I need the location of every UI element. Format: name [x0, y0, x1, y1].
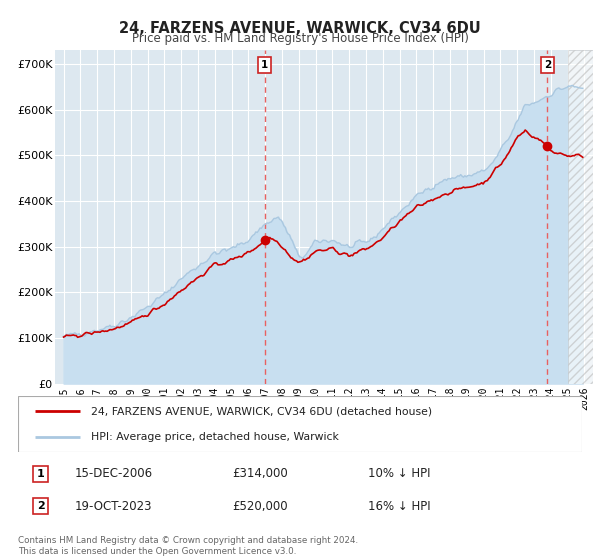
Text: Price paid vs. HM Land Registry's House Price Index (HPI): Price paid vs. HM Land Registry's House …	[131, 32, 469, 45]
Text: 1: 1	[37, 469, 44, 479]
Text: 2: 2	[37, 501, 44, 511]
Text: 15-DEC-2006: 15-DEC-2006	[74, 468, 152, 480]
Text: 19-OCT-2023: 19-OCT-2023	[74, 500, 152, 512]
Text: 16% ↓ HPI: 16% ↓ HPI	[368, 500, 430, 512]
FancyBboxPatch shape	[18, 396, 582, 452]
Text: 24, FARZENS AVENUE, WARWICK, CV34 6DU: 24, FARZENS AVENUE, WARWICK, CV34 6DU	[119, 21, 481, 36]
Text: 10% ↓ HPI: 10% ↓ HPI	[368, 468, 430, 480]
Text: £314,000: £314,000	[232, 468, 288, 480]
Text: Contains HM Land Registry data © Crown copyright and database right 2024.
This d: Contains HM Land Registry data © Crown c…	[18, 536, 358, 556]
Text: HPI: Average price, detached house, Warwick: HPI: Average price, detached house, Warw…	[91, 432, 339, 442]
Text: 24, FARZENS AVENUE, WARWICK, CV34 6DU (detached house): 24, FARZENS AVENUE, WARWICK, CV34 6DU (d…	[91, 406, 433, 416]
Text: £520,000: £520,000	[232, 500, 288, 512]
Text: 2: 2	[544, 60, 551, 71]
Text: 1: 1	[261, 60, 268, 71]
